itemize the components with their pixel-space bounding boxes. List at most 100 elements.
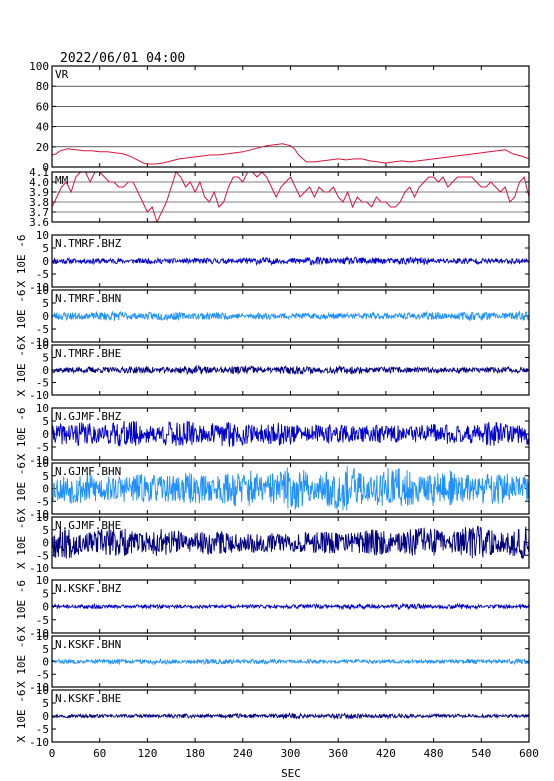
y-tick-label: 5 (42, 242, 49, 255)
y-tick-label: 4.1 (29, 166, 49, 179)
y-tick-label: 0 (42, 656, 49, 669)
panel-1: 0 20 40 60 80 100 VR (29, 60, 530, 174)
y-tick-label: -10 (29, 281, 49, 294)
y-tick-label: 10 (36, 284, 49, 297)
y-tick-label: 5 (42, 297, 49, 310)
panel-label: VR (55, 68, 69, 81)
y-tick-label: 5 (42, 415, 49, 428)
y-tick-label: 80 (36, 80, 49, 93)
panel-frame (51, 516, 530, 569)
panel-label: MM (55, 174, 69, 187)
x-tick-label: 120 (137, 747, 157, 760)
y-axis-label: X 10E -6 (15, 580, 28, 633)
y-tick-label: 0 (42, 364, 49, 377)
y-tick-label: 20 (36, 141, 49, 154)
y-tick-label: 10 (36, 511, 49, 524)
y-tick-label: -5 (36, 549, 49, 562)
y-tick-label: 10 (36, 339, 49, 352)
panel-frame (51, 462, 530, 515)
y-tick-label: 3.8 (29, 196, 49, 209)
y-tick-label: 10 (36, 229, 49, 242)
y-tick-label: -5 (36, 441, 49, 454)
waveform-trace (51, 525, 530, 559)
x-tick-label: 300 (281, 747, 301, 760)
y-tick-label: 5 (42, 470, 49, 483)
x-tick-label: 180 (185, 747, 205, 760)
y-tick-label: -10 (29, 454, 49, 467)
y-tick-label: -5 (36, 723, 49, 736)
y-tick-label: 10 (36, 402, 49, 415)
y-tick-label: 10 (36, 574, 49, 587)
y-tick-label: 4.0 (29, 176, 49, 189)
y-tick-label: -10 (29, 336, 49, 349)
y-tick-label: -10 (29, 562, 49, 575)
y-tick-label: 0 (42, 710, 49, 723)
y-axis-label: X 10E -6 (15, 635, 28, 688)
y-tick-label: 40 (36, 121, 49, 134)
panel-frame (51, 689, 530, 743)
panel-label: N.KSKF.BHE (55, 692, 121, 705)
series-line (51, 143, 530, 165)
panel-label: N.GJMF.BHZ (55, 410, 122, 423)
x-axis-label: SEC (281, 767, 301, 780)
y-tick-label: 3.6 (29, 216, 49, 229)
y-tick-label: -10 (29, 389, 49, 402)
x-tick-label: 600 (519, 747, 539, 760)
panel-label: N.GJMF.BHE (55, 519, 121, 532)
y-tick-label: 0 (42, 601, 49, 614)
y-tick-label: 10 (36, 457, 49, 470)
y-tick-label: 3.9 (29, 186, 49, 199)
panel-frame (51, 171, 530, 223)
y-axis-label: X 10E -6 (15, 344, 28, 397)
panel-label: N.TMRF.BHZ (55, 237, 122, 250)
panel-frame (51, 234, 530, 288)
y-tick-label: -10 (29, 508, 49, 521)
y-tick-label: -5 (36, 323, 49, 336)
y-tick-label: 5 (42, 587, 49, 600)
y-tick-label: -5 (36, 377, 49, 390)
panel-label: N.TMRF.BHE (55, 347, 121, 360)
y-tick-label: 10 (36, 684, 49, 697)
y-tick-label: -5 (36, 668, 49, 681)
waveform-trace (51, 466, 530, 511)
figure-title: 2022/06/01 04:00 (60, 51, 185, 66)
y-axis-label: X 10E -6 (15, 290, 28, 343)
waveform-trace (51, 256, 530, 267)
panel-frame (51, 407, 530, 461)
y-tick-label: 5 (42, 352, 49, 365)
x-axis: 0 60 120 180 240 300 360 420 480 540 600 (49, 747, 539, 760)
y-tick-label: 0 (42, 255, 49, 268)
panel-label: N.KSKF.BHZ (55, 582, 122, 595)
panel-label: N.TMRF.BHN (55, 292, 121, 305)
y-tick-label: 5 (42, 643, 49, 656)
panel-frame (51, 289, 530, 343)
x-tick-label: 480 (424, 747, 444, 760)
y-tick-label: -10 (29, 736, 49, 749)
panel-frame (51, 344, 530, 396)
x-tick-label: 240 (233, 747, 253, 760)
waveform-trace (51, 310, 530, 322)
panels: 020406080100VR3.63.73.83.94.04.1MM-10-50… (15, 60, 530, 749)
y-tick-label: 5 (42, 697, 49, 710)
y-axis-label: X 10E -6 (15, 462, 28, 515)
x-tick-label: 420 (376, 747, 396, 760)
y-axis-label: X 10E -6 (15, 235, 28, 288)
y-tick-label: -5 (36, 268, 49, 281)
y-tick-label: -10 (29, 681, 49, 694)
y-tick-label: 0 (42, 310, 49, 323)
y-tick-label: 0 (42, 483, 49, 496)
waveform-trace (51, 657, 530, 666)
x-tick-label: 360 (328, 747, 348, 760)
panel-2: 3.63.73.83.94.04.1 MM (29, 166, 530, 229)
panel-frame (51, 579, 530, 634)
y-tick-label: 0 (42, 428, 49, 441)
panel-frame (51, 65, 530, 168)
y-tick-label: -10 (29, 627, 49, 640)
y-tick-label: 5 (42, 524, 49, 537)
